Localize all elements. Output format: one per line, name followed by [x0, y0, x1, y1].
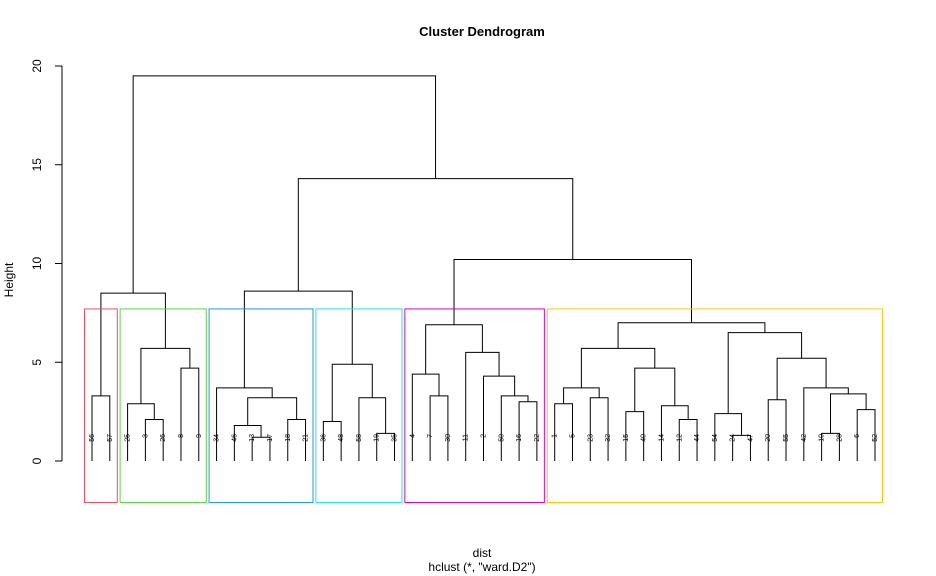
- cluster-box: [119, 308, 207, 503]
- leaf-label: 17: [267, 434, 274, 442]
- leaf-label: 7: [427, 434, 434, 438]
- dendrogram-link: [453, 259, 692, 325]
- leaf-label: 36: [320, 434, 327, 442]
- leaf-label: 11: [463, 434, 470, 441]
- leaf-label: 12: [676, 434, 683, 442]
- leaf-label: 20: [765, 434, 772, 442]
- cluster-box: [404, 308, 545, 503]
- dendrogram-link: [180, 367, 200, 461]
- dendrogram-link: [776, 357, 827, 400]
- leaf-label: 8: [178, 434, 185, 438]
- dendrogram-link: [127, 403, 155, 461]
- leaf-label: 16: [516, 434, 523, 442]
- dendrogram-link: [233, 424, 262, 461]
- dendrogram-link: [554, 403, 573, 461]
- dendrogram-link: [331, 363, 373, 422]
- leaf-label: 26: [160, 434, 167, 442]
- dendrogram-link: [563, 387, 600, 404]
- leaf-label: 58: [356, 434, 363, 442]
- leaf-label: 25: [125, 434, 132, 442]
- y-tick-label: 15: [30, 158, 44, 172]
- dendrogram-link: [465, 351, 500, 461]
- dendrogram-link: [411, 373, 440, 461]
- chart-title: Cluster Dendrogram: [419, 24, 545, 39]
- leaf-label: 55: [783, 434, 790, 442]
- cluster-box: [546, 308, 883, 503]
- y-tick-label: 0: [30, 457, 44, 464]
- leaf-label: 13: [249, 434, 256, 442]
- leaf-label: 42: [801, 434, 808, 442]
- x-axis-label: dist: [473, 546, 492, 560]
- dendrogram-link: [483, 375, 516, 461]
- dendrogram-tree: [91, 75, 876, 461]
- dendrogram-link: [634, 367, 676, 412]
- cluster-box: [315, 308, 403, 503]
- dendrogram-link: [429, 395, 449, 461]
- dendrogram-link: [91, 395, 111, 461]
- leaf-label: 30: [445, 434, 452, 442]
- dendrogram-link: [243, 290, 353, 388]
- leaf-label: 14: [658, 434, 665, 442]
- dendrogram-link: [358, 397, 387, 461]
- leaf-label: 54: [712, 434, 719, 442]
- leaf-label: 3: [142, 434, 149, 438]
- leaf-label: 28: [836, 434, 843, 442]
- dendrogram-link: [247, 397, 298, 426]
- leaf-label: 9: [196, 434, 203, 438]
- dendrogram-link: [617, 322, 766, 349]
- leaf-label: 40: [641, 434, 648, 442]
- dendrogram-link: [132, 75, 437, 294]
- leaf-label: 2: [481, 434, 488, 438]
- dendrogram-link: [589, 397, 609, 461]
- leaf-label: 19: [374, 434, 381, 442]
- leaf-labels: 56 57 25 3 26 8 9 34 46 13 17 18 21 36 48 58 19 35 4 7 30 11 2…: [89, 434, 879, 442]
- y-axis-label: Height: [2, 262, 16, 297]
- leaf-label: 57: [107, 434, 114, 442]
- y-axis: 0 5 10 15 20: [30, 59, 63, 464]
- dendrogram-link: [803, 387, 849, 461]
- cluster-box: [208, 308, 314, 503]
- leaf-label: 24: [730, 434, 737, 442]
- leaf-label: 22: [534, 434, 541, 442]
- leaf-label: 48: [338, 434, 345, 442]
- leaf-label: 44: [694, 434, 701, 442]
- dendrogram-link: [140, 347, 191, 404]
- leaf-label: 21: [303, 434, 310, 442]
- leaf-label: 32: [605, 434, 612, 442]
- leaf-label: 34: [214, 434, 221, 442]
- y-tick-label: 20: [30, 59, 44, 73]
- leaf-label: 50: [498, 434, 505, 442]
- cluster-boxes: [84, 308, 883, 503]
- dendrogram-link: [518, 401, 538, 461]
- dendrogram-link: [767, 399, 787, 461]
- leaf-label: 5: [569, 434, 576, 438]
- leaf-label: 35: [392, 434, 399, 442]
- dendrogram-link: [216, 387, 273, 461]
- dendrogram-link: [727, 332, 803, 414]
- leaf-label: 15: [623, 434, 630, 442]
- leaf-label: 47: [747, 434, 754, 442]
- leaf-label: 4: [409, 434, 416, 438]
- leaf-label: 1: [552, 434, 559, 438]
- dendrogram-link: [425, 324, 483, 375]
- dendrogram-link: [500, 395, 529, 461]
- dendrogram-link: [714, 413, 743, 461]
- dendrogram-link: [660, 405, 689, 461]
- leaf-label: 46: [231, 434, 238, 442]
- y-tick-label: 5: [30, 359, 44, 366]
- leaf-label: 56: [89, 434, 96, 442]
- dendrogram-link: [297, 178, 574, 292]
- leaf-label: 23: [587, 434, 594, 442]
- leaf-label: 52: [872, 434, 879, 442]
- y-tick-label: 10: [30, 257, 44, 271]
- dendrogram-link: [830, 393, 867, 434]
- chart-subtitle: hclust (*, "ward.D2"): [428, 560, 535, 574]
- leaf-label: 18: [285, 434, 292, 442]
- leaf-label: 6: [854, 434, 861, 438]
- cluster-box: [84, 308, 118, 503]
- leaf-label: 10: [819, 434, 826, 442]
